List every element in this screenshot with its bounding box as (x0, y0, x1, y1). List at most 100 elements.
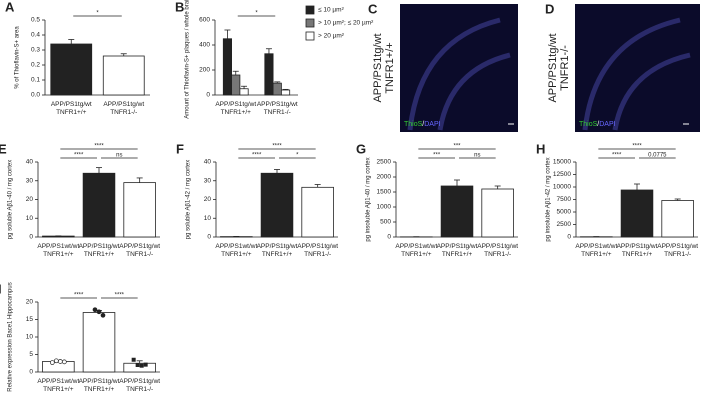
micrograph (400, 4, 518, 132)
y-tick-label: 0 (29, 369, 33, 376)
y-tick-label: 0.4 (31, 32, 40, 39)
bar (239, 88, 249, 96)
y-tick-label: 10000 (553, 184, 571, 191)
x-tick-label: APP/PS1wt/wt TNFR1+/+ (37, 378, 79, 393)
y-tick-label: 2500 (557, 221, 572, 228)
legend-label: > 10 µm²; ≤ 20 µm² (318, 20, 374, 27)
stain-part: / (597, 121, 599, 128)
panel-letter: H (536, 141, 545, 156)
y-tick-label: 2500 (377, 159, 392, 166)
panel-letter: C (368, 1, 378, 16)
x-tick-label: APP/PS1tg/wt TNFR1-/- (297, 243, 338, 258)
stain-label: ThioS/DAPI (404, 121, 441, 128)
y-tick-label: 15000 (553, 159, 571, 166)
significance-label: **** (115, 293, 125, 299)
bar (264, 53, 274, 96)
micrograph (575, 4, 700, 132)
x-tick-label: APP/PS1tg/wt TNFR1+/+ (215, 101, 256, 116)
bar (260, 172, 294, 238)
data-point (53, 358, 59, 364)
y-tick-label: 12500 (553, 171, 571, 178)
y-tick-label: 5 (29, 351, 33, 358)
bar (222, 38, 233, 96)
y-tick-label: 500 (380, 219, 391, 226)
significance-label: **** (94, 144, 104, 150)
stain-part: DAPI (424, 121, 440, 128)
bar (280, 89, 291, 96)
y-tick-label: 1000 (377, 204, 392, 211)
bar (272, 82, 282, 96)
legend-swatch (305, 18, 315, 28)
x-tick-label: APP/PS1tg/wt TNFR1-/- (657, 243, 698, 258)
significance-label: **** (74, 293, 84, 299)
x-tick-label: APP/PS1tg/wt TNFR1-/- (119, 243, 160, 258)
x-tick-label: APP/PS1tg/wt TNFR1+/+ (437, 243, 478, 258)
significance-label: **** (632, 144, 642, 150)
x-tick-label: APP/PS1tg/wt TNFR1+/+ (257, 243, 298, 258)
data-point (49, 360, 55, 365)
y-axis-label: Amount of Thioflavin-S+ plaques / whole … (185, 0, 191, 119)
significance-label: * (255, 11, 258, 17)
x-tick-label: APP/PS1wt/wt TNFR1+/+ (395, 243, 437, 258)
y-axis-label: Relative expression Bace1 Hippocampus (8, 282, 14, 391)
data-point (131, 357, 136, 362)
data-point (100, 312, 106, 318)
y-tick-label: 30 (26, 177, 34, 184)
significance-label: **** (252, 153, 262, 159)
tissue (407, 17, 511, 131)
bar (661, 200, 694, 238)
y-axis-label: pg soluble Aβ1-42 / mg cortex (186, 160, 192, 240)
y-tick-label: 20 (26, 299, 34, 306)
significance-label: 0.0775 (648, 153, 667, 159)
y-axis-label: pg soluble Aβ1-40 / mg cortex (8, 160, 14, 240)
y-tick-label: 0.1 (31, 77, 40, 84)
data-point (57, 359, 63, 364)
legend-swatch (305, 5, 315, 15)
legend-label: ≤ 10 µm² (318, 7, 345, 14)
data-point (143, 362, 148, 367)
significance-label: *** (433, 153, 441, 159)
panel-letter: I (0, 281, 2, 296)
y-tick-label: 10 (26, 215, 34, 222)
y-axis-label: % of Thioflavin-S+ area (15, 26, 21, 89)
x-tick-label: APP/PS1tg/wt TNFR1+/+ (79, 378, 120, 393)
stain-part: ThioS (579, 121, 598, 128)
panel-letter: G (356, 141, 366, 156)
data-point (135, 363, 140, 367)
y-tick-label: 40 (26, 159, 34, 166)
y-tick-label: 10 (26, 334, 34, 341)
bar (82, 172, 116, 238)
stain-label: ThioS/DAPI (579, 121, 616, 128)
image-label: APP/PS1tg/wtTNFR1-/- (547, 33, 571, 102)
significance-label: ns (474, 153, 480, 159)
significance-label: **** (74, 153, 84, 159)
y-tick-label: 0.3 (31, 47, 40, 54)
y-tick-label: 0.5 (31, 17, 40, 24)
legend-swatch (305, 31, 315, 41)
x-tick-label: APP/PS1tg/wt TNFR1-/- (119, 378, 160, 393)
bar (50, 43, 93, 96)
y-tick-label: 400 (199, 42, 210, 49)
y-tick-label: 40 (204, 159, 212, 166)
bar (123, 182, 156, 238)
y-tick-label: 20 (204, 196, 212, 203)
stain-part: DAPI (599, 121, 615, 128)
y-tick-label: 0 (567, 234, 571, 241)
significance-label: *** (453, 144, 461, 150)
panel-letter: B (175, 0, 184, 14)
y-tick-label: 0 (206, 92, 210, 99)
y-tick-label: 10 (204, 215, 212, 222)
bar (231, 74, 241, 96)
bar (301, 186, 334, 238)
significance-label: * (96, 11, 99, 17)
y-tick-label: 0.2 (31, 62, 40, 69)
y-axis-label: pg insoluble Aβ1-40 / mg cortex (366, 157, 372, 241)
y-tick-label: 2000 (377, 174, 392, 181)
x-tick-label: APP/PS1tg/wt TNFR1+/+ (79, 243, 120, 258)
y-axis-label: pg insoluble Aβ1-42 / mg cortex (546, 157, 552, 241)
stain-part: ThioS (404, 121, 423, 128)
y-tick-label: 1500 (377, 189, 392, 196)
x-tick-label: APP/PS1wt/wt TNFR1+/+ (215, 243, 257, 258)
y-tick-label: 0 (207, 234, 211, 241)
data-point (92, 307, 98, 313)
